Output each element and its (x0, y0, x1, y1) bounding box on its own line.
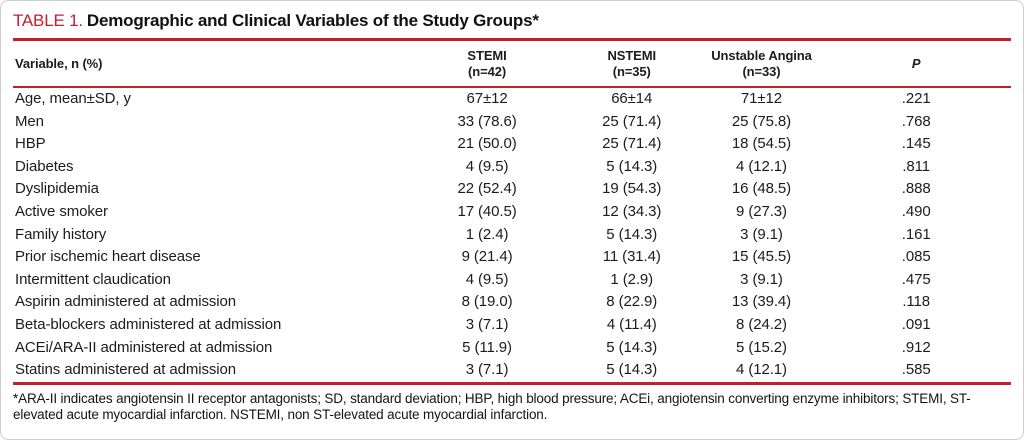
cell-value: .811 (902, 157, 931, 175)
cell-value: .490 (901, 202, 931, 220)
row-label: HBP (15, 135, 46, 153)
table-caption: Demographic and Clinical Variables of th… (86, 11, 539, 30)
cell-value: 67±12 (466, 90, 508, 107)
column-header-unstable-angina: Unstable Angina (n=33) (701, 39, 822, 88)
cell-value: 19 (54.3) (602, 180, 662, 198)
cell-value: 18 (54.5) (731, 135, 792, 153)
column-header-unstable-angina-n: (n=33) (742, 64, 781, 79)
cell-value: .091 (901, 315, 931, 333)
column-header-nstemi: NSTEMI (n=35) (561, 39, 702, 88)
cell-value: 8 (24.2) (736, 315, 787, 333)
cell-value: 22 (52.4) (457, 180, 517, 198)
table-row: Beta-blockers administered at admission 3… (13, 314, 1011, 337)
cell-value: 25 (71.4) (602, 135, 662, 153)
column-header-stemi: STEMI (n=42) (412, 39, 562, 88)
column-header-variable: Variable, n (%) (13, 39, 413, 88)
table-row: Statins administered at admission 3 (7.1)… (13, 359, 1011, 385)
row-label: Intermittent claudication (15, 270, 171, 288)
table-header: Variable, n (%) STEMI (n=42) NSTEMI (n=3… (13, 39, 1011, 88)
cell-value: 9 (21.4) (461, 248, 513, 266)
column-header-stemi-n: (n=42) (468, 64, 507, 79)
cell-value: 11 (31.4) (602, 248, 661, 266)
cell-value: 16 (48.5) (731, 180, 792, 198)
cell-value: 9 (27.3) (736, 202, 787, 220)
cell-value: .118 (902, 293, 931, 311)
cell-value: 8 (19.0) (461, 293, 513, 311)
row-label: Age, mean±SD, y (15, 90, 131, 107)
cell-value: 21 (50.0) (457, 135, 517, 153)
table-row: Family history 1 (2.4) 5 (14.3) 3 (9.1) .161 (13, 224, 1011, 247)
cell-value: 12 (34.3) (602, 202, 662, 220)
cell-value: 5 (14.3) (606, 338, 658, 356)
row-label: Dyslipidemia (15, 180, 99, 198)
table-row: Age, mean±SD, y 67±12 66±14 71±12 .221 (13, 87, 1011, 111)
cell-value: 5 (14.3) (561, 359, 702, 385)
table-footnote: *ARA-II indicates angiotensin II recepto… (13, 390, 971, 423)
table-row: Men 33 (78.6) 25 (71.4) 25 (75.8) .768 (13, 111, 1011, 134)
cell-value: .085 (901, 248, 931, 266)
row-label: Prior ischemic heart disease (15, 248, 201, 266)
cell-value: 8 (22.9) (606, 293, 658, 311)
table-row: Aspirin administered at admission 8 (19.0… (13, 291, 1011, 314)
data-table: Variable, n (%) STEMI (n=42) NSTEMI (n=3… (13, 38, 1011, 385)
row-label: Aspirin administered at admission (15, 293, 236, 311)
table-row: Diabetes 4 (9.5) 5 (14.3) 4 (12.1) .811 (13, 156, 1011, 179)
row-label: ACEi/ARA-II administered at admission (15, 338, 273, 356)
cell-value: 3 (7.1) (465, 315, 509, 333)
row-label: Men (15, 112, 44, 130)
row-label: Active smoker (15, 202, 108, 220)
cell-value: 4 (9.5) (465, 270, 509, 288)
table-row: Prior ischemic heart disease 9 (21.4) 11 (… (13, 246, 1011, 269)
cell-value: 33 (78.6) (457, 112, 517, 130)
column-header-p-value: P (821, 39, 1011, 88)
cell-value: 5 (14.3) (606, 225, 658, 243)
cell-value: 15 (45.5) (731, 248, 792, 266)
cell-value: 5 (15.2) (736, 338, 787, 356)
column-header-nstemi-n: (n=35) (612, 64, 651, 79)
cell-value: 5 (14.3) (606, 157, 658, 175)
cell-value: 4 (12.1) (736, 157, 787, 175)
table-body: Age, mean±SD, y 67±12 66±14 71±12 .221 Men 33 … (13, 87, 1011, 385)
table-title: TABLE 1. Demographic and Clinical Variabl… (13, 9, 1011, 33)
cell-value: 3 (9.1) (740, 225, 783, 243)
cell-value: 25 (71.4) (602, 112, 662, 130)
cell-value: .768 (901, 112, 931, 130)
cell-value: 4 (11.4) (606, 315, 657, 333)
table-row: HBP 21 (50.0) 25 (71.4) 18 (54.5) .145 (13, 133, 1011, 156)
cell-value: .888 (901, 180, 931, 198)
cell-value: .221 (901, 90, 931, 107)
cell-value: 3 (9.1) (740, 270, 783, 288)
cell-value: .585 (821, 359, 1011, 385)
table-row: Intermittent claudication 4 (9.5) 1 (2.9) 3… (13, 269, 1011, 292)
column-header-nstemi-label: NSTEMI (607, 48, 656, 63)
cell-value: 4 (9.5) (465, 157, 509, 175)
row-label: Statins administered at admission (13, 359, 413, 385)
row-label: Family history (15, 225, 107, 243)
cell-value: 71±12 (740, 90, 783, 107)
cell-value: 13 (39.4) (731, 293, 792, 311)
cell-value: 25 (75.8) (731, 112, 792, 130)
cell-value: 4 (12.1) (701, 359, 822, 385)
row-label: Beta-blockers administered at admission (15, 315, 282, 333)
row-label: Diabetes (15, 157, 74, 175)
table-row: Active smoker 17 (40.5) 12 (34.3) 9 (27.3).… (13, 201, 1011, 224)
cell-value: 1 (2.9) (610, 270, 654, 288)
cell-value: 5 (11.9) (462, 338, 512, 356)
cell-value: .912 (901, 338, 931, 356)
column-header-unstable-angina-label: Unstable Angina (711, 48, 812, 63)
cell-value: 1 (2.4) (465, 225, 509, 243)
cell-value: 3 (7.1) (412, 359, 562, 385)
column-header-p-label: P (911, 56, 921, 71)
cell-value: .475 (901, 270, 931, 288)
cell-value: .145 (901, 135, 931, 153)
table-row: ACEi/ARA-II administered at admission 5 (… (13, 337, 1011, 360)
cell-value: 66±14 (611, 90, 653, 107)
cell-value: .161 (901, 225, 931, 243)
table-number: TABLE 1. (13, 11, 83, 30)
cell-value: 17 (40.5) (457, 202, 517, 220)
column-header-stemi-label: STEMI (467, 48, 507, 63)
table-row: Dyslipidemia 22 (52.4) 19 (54.3) 16 (48.5).… (13, 178, 1011, 201)
header-row: Variable, n (%) STEMI (n=42) NSTEMI (n=3… (13, 39, 1011, 88)
